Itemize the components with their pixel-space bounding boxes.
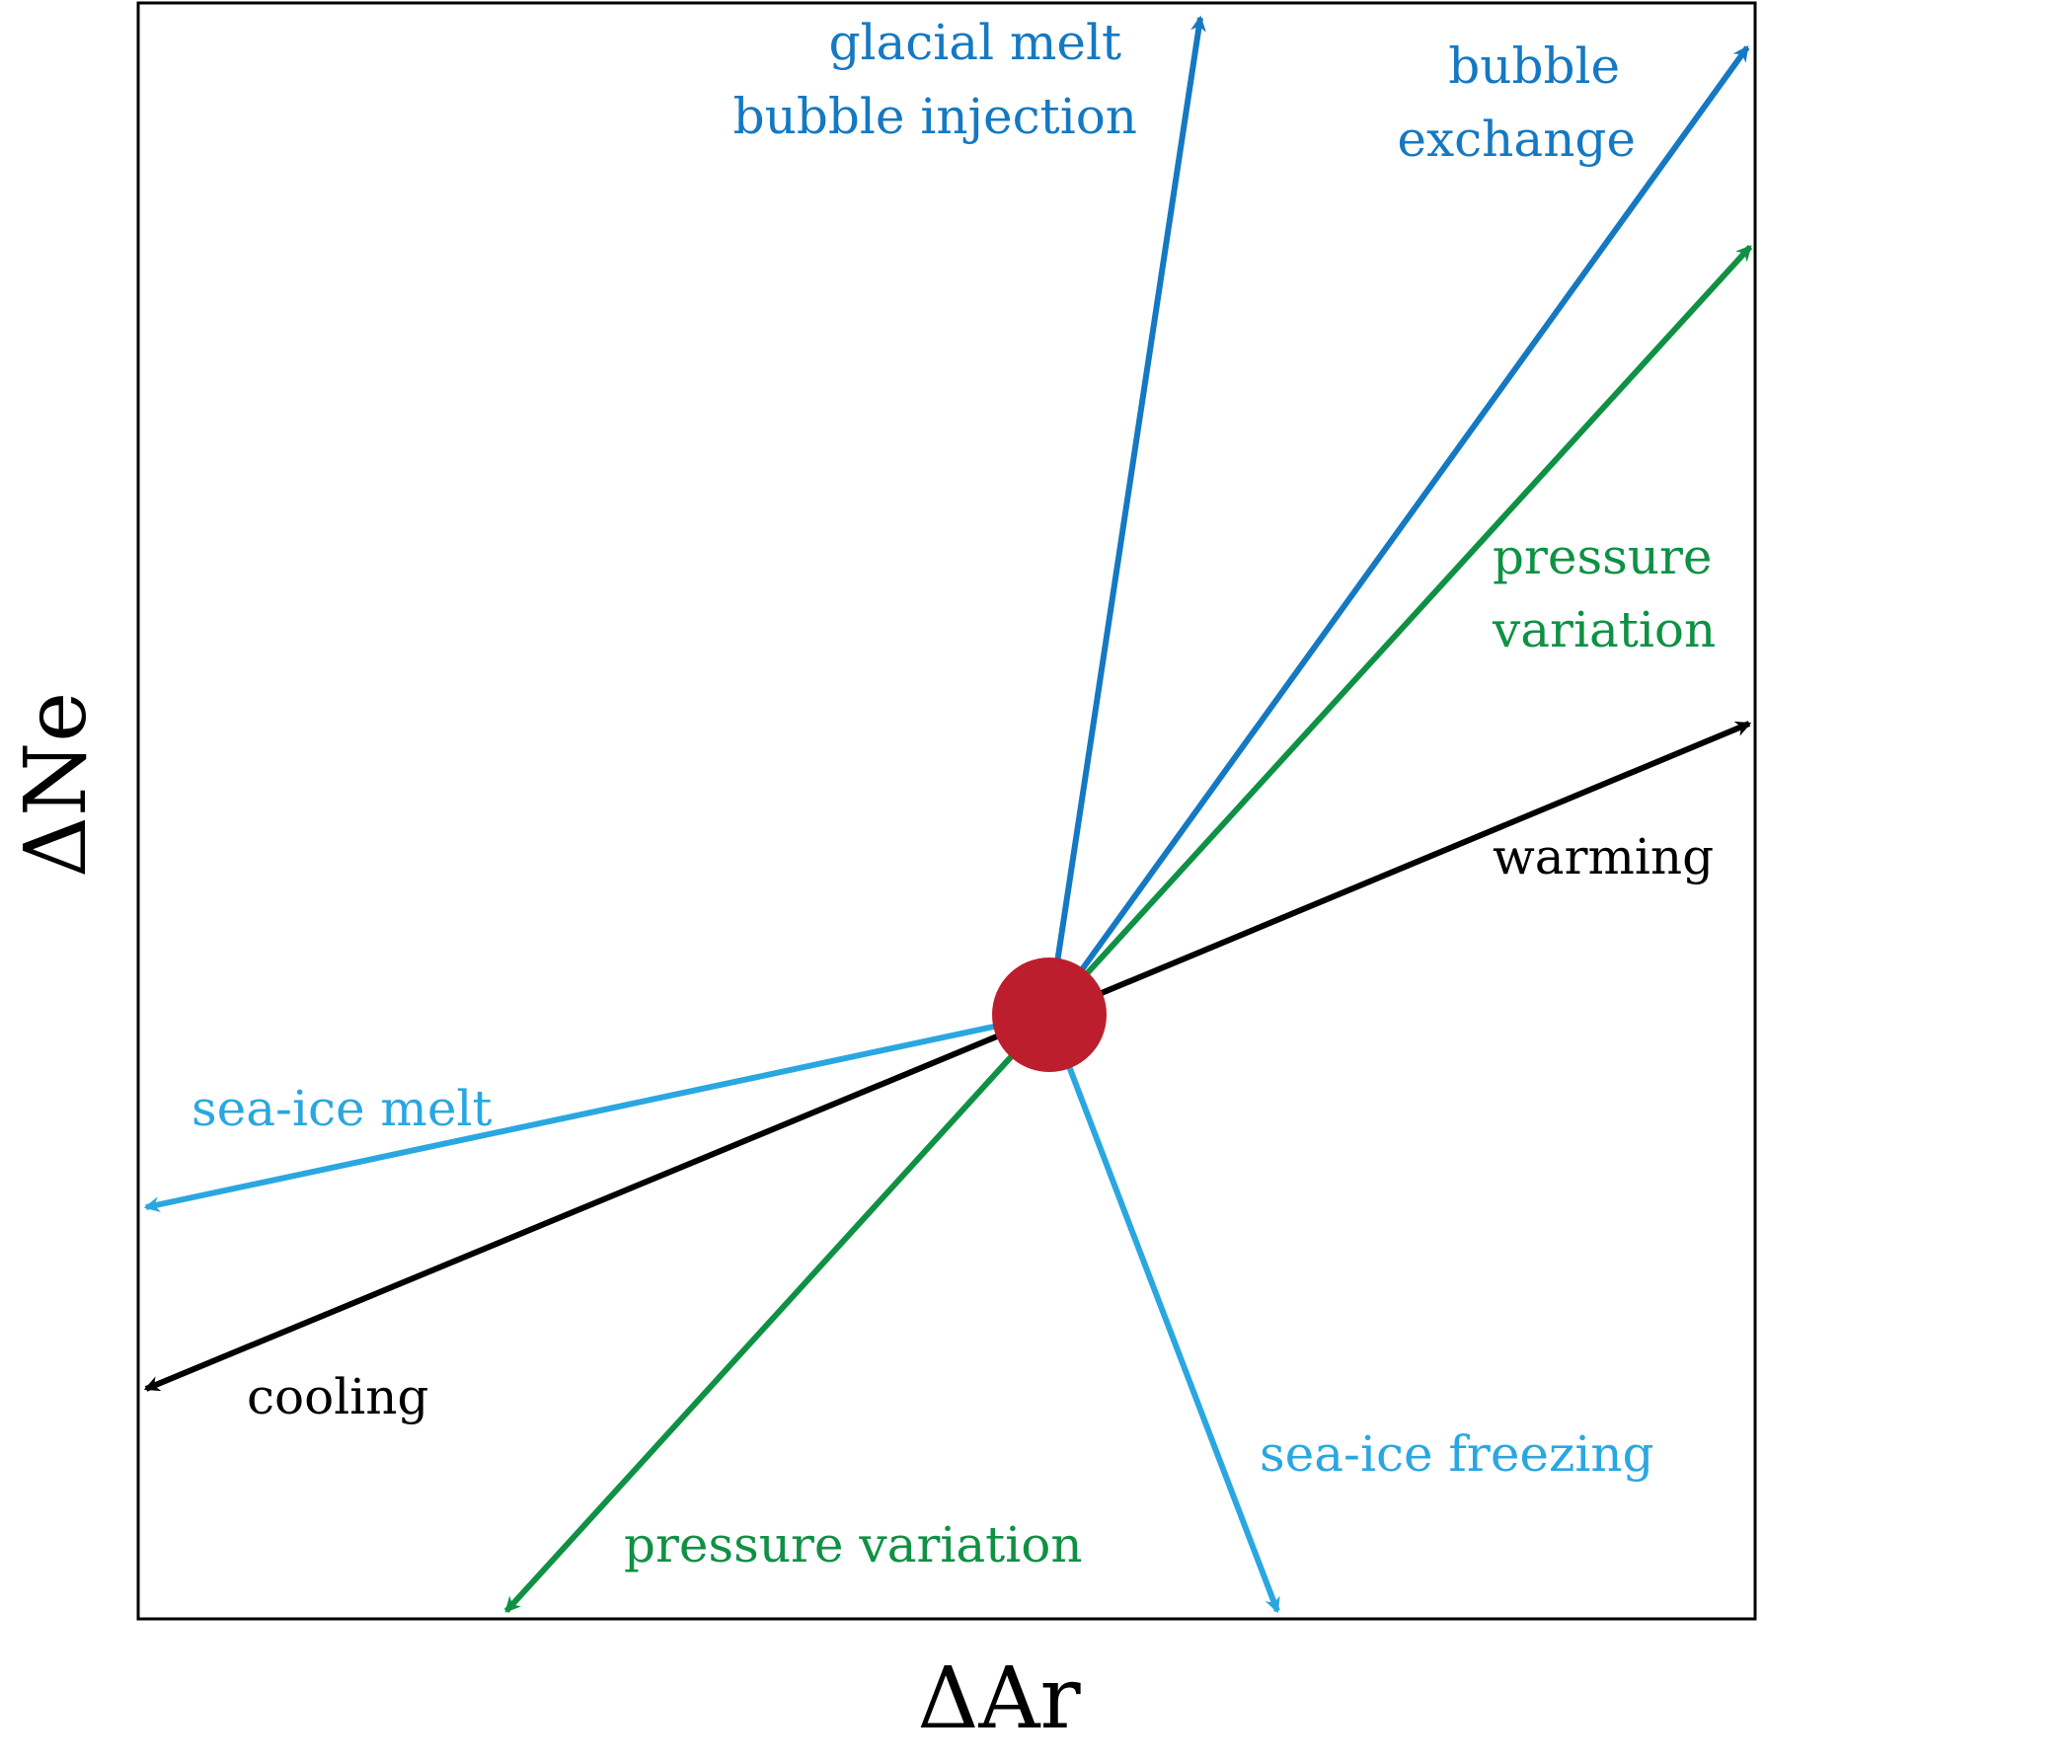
plot-frame <box>136 1 1757 1621</box>
cooling-label: cooling <box>247 1368 428 1425</box>
bubble-exchange-label: bubble exchange <box>1397 38 1636 168</box>
bubble-exchange-arrow <box>1046 45 1750 1017</box>
x-axis-label: ΔAr <box>917 1649 1081 1748</box>
warming-arrow <box>1047 721 1752 1018</box>
glacial-melt-label: glacial melt bubble injection <box>733 14 1137 145</box>
pressure-variation-down-arrow <box>503 1012 1052 1614</box>
bubble-exchange-label-line1: bubble <box>1448 38 1620 95</box>
sea-ice-freezing-arrow <box>1046 1013 1280 1614</box>
pressure-variation-up-label-line1: pressure <box>1493 528 1713 585</box>
sea-ice-freezing-label: sea-ice freezing <box>1260 1425 1654 1483</box>
glacial-melt-label-line2: bubble injection <box>733 88 1137 145</box>
sea-ice-melt-arrow <box>143 1012 1050 1212</box>
pressure-variation-up-label-line2: variation <box>1492 601 1716 658</box>
glacial-melt-label-line1: glacial melt <box>829 14 1122 71</box>
sea-ice-melt-label: sea-ice melt <box>192 1080 493 1137</box>
cooling-arrow <box>143 1012 1051 1392</box>
bubble-exchange-label-line2: exchange <box>1397 111 1636 168</box>
pressure-variation-down-label: pressure variation <box>624 1516 1083 1573</box>
pressure-variation-up-arrow <box>1046 244 1753 1018</box>
origin-point <box>992 958 1107 1072</box>
glacial-melt-arrow <box>1046 15 1206 1016</box>
pressure-variation-up-label: pressure variation <box>1492 528 1727 658</box>
warming-label: warming <box>1493 828 1714 885</box>
y-axis-label: ΔNe <box>7 692 106 878</box>
